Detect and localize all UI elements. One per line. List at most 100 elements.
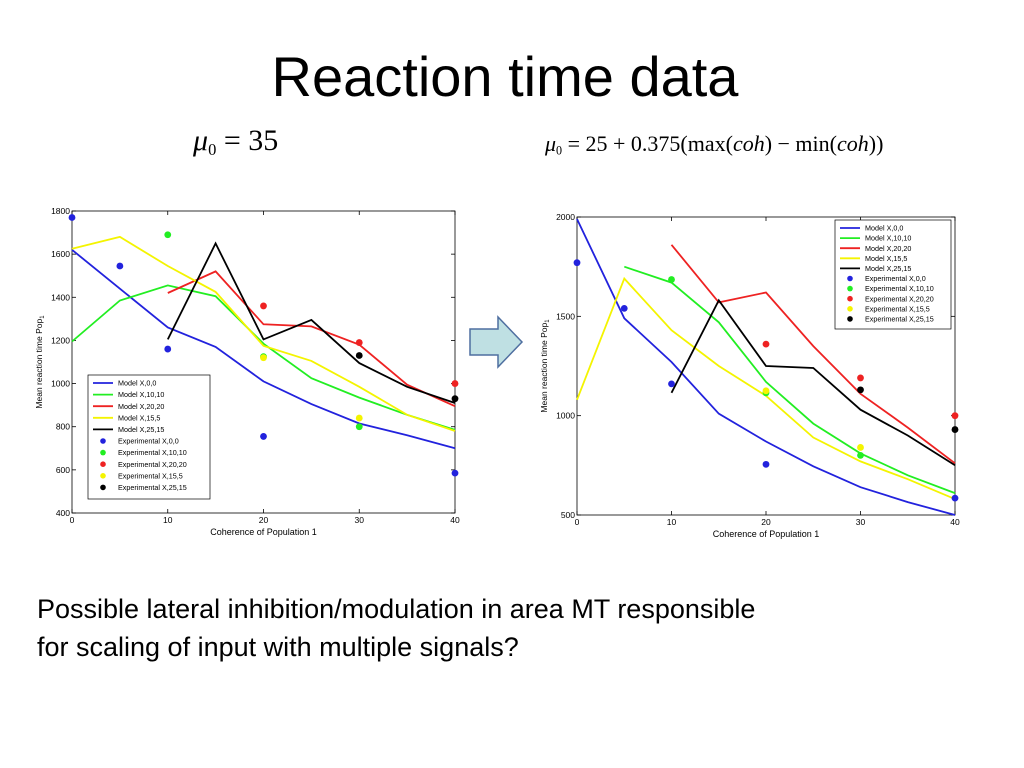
caption-line-2: for scaling of input with multiple signa… <box>37 632 519 662</box>
series-line <box>71 284 456 431</box>
y-axis-label-subscript: 1 <box>40 315 46 319</box>
data-point <box>355 414 363 422</box>
y-tick-label: 1600 <box>51 249 70 259</box>
y-tick-label: 1000 <box>51 379 70 389</box>
y-tick-label: 500 <box>561 510 575 520</box>
legend-label: Experimental X,15,5 <box>865 304 930 313</box>
x-tick-label: 10 <box>667 517 677 527</box>
data-point <box>260 433 267 440</box>
x-axis-label: Coherence of Population 1 <box>713 529 820 539</box>
data-point <box>355 339 363 346</box>
legend-label: Model X,0,0 <box>118 379 156 388</box>
data-point <box>451 395 459 403</box>
series-line <box>71 249 456 450</box>
equation-left: μ0 = 35 <box>193 124 279 159</box>
legend-label: Model X,0,0 <box>865 224 903 233</box>
series-line <box>670 298 956 467</box>
legend-label: Model X,20,20 <box>118 402 164 411</box>
data-point <box>762 460 770 468</box>
legend-label: Model X,10,10 <box>118 390 164 399</box>
x-tick-label: 10 <box>163 515 173 525</box>
y-axis-label: Mean reaction time Pop1 <box>34 315 46 409</box>
x-tick-label: 30 <box>856 517 866 527</box>
y-tick-label: 1000 <box>556 411 575 421</box>
reaction-time-chart-right: 0 10 20 30 40 500 1000 1500 2000 Coherence of Pop… <box>539 212 960 539</box>
x-tick-label: 20 <box>761 517 771 527</box>
data-point <box>116 262 124 270</box>
data-point <box>620 304 628 312</box>
series-group <box>68 214 459 477</box>
data-point <box>573 259 581 267</box>
series-line <box>576 218 956 516</box>
y-axis-label-subscript: 1 <box>545 319 551 323</box>
data-point <box>355 352 363 359</box>
data-point <box>164 345 172 353</box>
series-line <box>167 270 456 408</box>
data-point <box>668 380 675 388</box>
x-axis-label: Coherence of Population 1 <box>210 527 317 537</box>
legend-swatch-dot <box>847 316 853 322</box>
x-tick-label: 0 <box>70 515 75 525</box>
series-line <box>624 265 956 494</box>
legend-swatch-dot <box>847 275 853 282</box>
legend-box <box>87 374 211 500</box>
y-tick-label: 1800 <box>51 206 70 216</box>
data-point <box>951 426 959 433</box>
x-tick-label: 40 <box>450 515 460 525</box>
right-arrow-icon <box>469 315 524 369</box>
legend-swatch-dot <box>847 285 853 292</box>
legend-swatch-dot <box>100 449 106 456</box>
series-line <box>670 244 956 465</box>
legend-label: Model X,15,5 <box>865 254 907 263</box>
data-point <box>762 340 770 348</box>
y-axis-label: Mean reaction time Pop1 <box>539 319 551 413</box>
x-tick-label: 20 <box>259 515 269 525</box>
data-point <box>762 387 770 395</box>
data-point <box>857 386 864 394</box>
series-line <box>166 241 456 404</box>
legend-label: Model X,25,15 <box>865 264 911 273</box>
data-point <box>164 231 172 239</box>
y-tick-label: 2000 <box>556 212 575 222</box>
legend-label: Experimental X,10,10 <box>865 284 934 293</box>
caption: Possible lateral inhibition/modulation i… <box>37 590 997 666</box>
data-point <box>857 374 864 382</box>
y-tick-label: 1400 <box>51 292 70 302</box>
data-point <box>260 354 267 362</box>
legend-swatch-dot <box>100 438 106 444</box>
legend-swatch-dot <box>847 295 853 302</box>
x-tick-label: 0 <box>575 517 580 527</box>
series-line <box>71 235 456 432</box>
legend-label: Experimental X,20,20 <box>865 294 934 303</box>
legend-label: Model X,20,20 <box>865 244 911 253</box>
data-point <box>451 380 459 387</box>
data-point <box>951 494 959 502</box>
legend-label: Experimental X,25,15 <box>118 483 187 492</box>
data-point <box>260 302 267 310</box>
y-tick-label: 800 <box>56 422 70 432</box>
series-group <box>573 218 959 516</box>
x-tick-label: 30 <box>355 515 365 525</box>
legend-label: Experimental X,15,5 <box>118 471 183 480</box>
caption-line-1: Possible lateral inhibition/modulation i… <box>37 594 756 624</box>
legend-swatch-dot <box>847 306 853 312</box>
data-point <box>451 469 459 477</box>
data-point <box>857 452 864 459</box>
reaction-time-chart-left: 0 10 20 30 40 400 600 800 1000 1200 1400 1600 1800 Co… <box>34 206 460 537</box>
legend-label: Model X,25,15 <box>118 425 164 434</box>
legend-label: Experimental X,25,15 <box>865 315 934 324</box>
legend-label: Model X,10,10 <box>865 234 911 243</box>
y-tick-label: 400 <box>56 508 70 518</box>
legend-swatch-dot <box>100 461 106 468</box>
legend-label: Model X,15,5 <box>118 413 160 422</box>
legend-label: Experimental X,0,0 <box>118 437 179 446</box>
data-point <box>668 276 675 283</box>
legend-label: Experimental X,20,20 <box>118 460 187 469</box>
legend-label: Experimental X,0,0 <box>865 274 926 283</box>
slide-title: Reaction time data <box>271 45 739 108</box>
data-point <box>355 423 363 431</box>
legend-label: Experimental X,10,10 <box>118 448 187 457</box>
y-tick-label: 1200 <box>51 335 70 345</box>
data-point <box>951 412 959 420</box>
